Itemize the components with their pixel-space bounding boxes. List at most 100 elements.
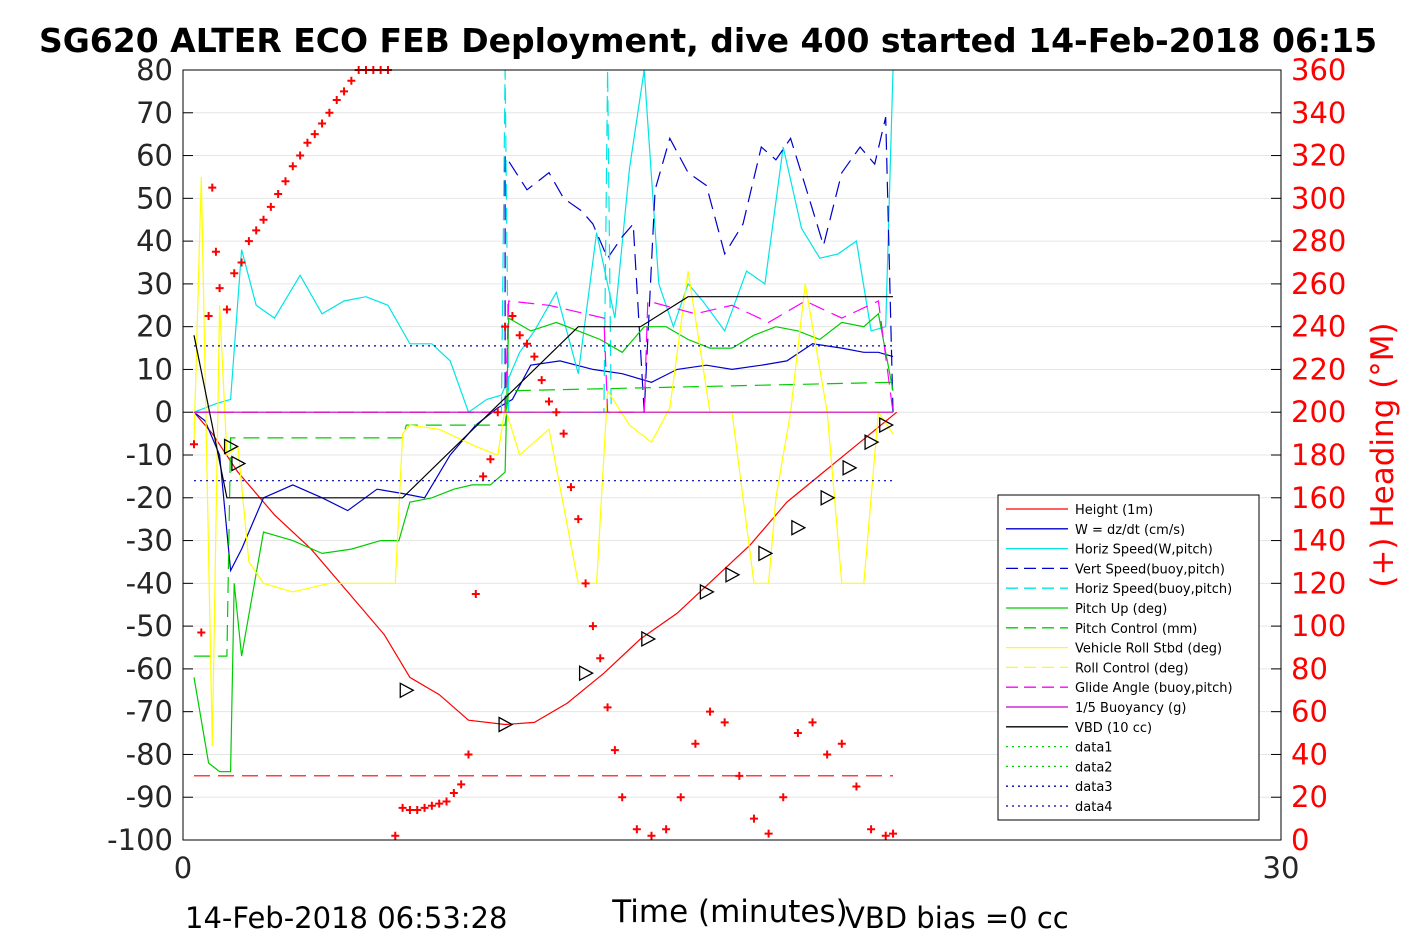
y-right-tick-label: 300	[1291, 181, 1346, 215]
heading-point	[618, 793, 627, 802]
y-tick-label: 60	[136, 139, 173, 173]
heading-point	[530, 352, 539, 361]
heading-point	[230, 269, 239, 278]
y-right-tick-label: 20	[1291, 780, 1328, 814]
heading-point	[340, 87, 349, 96]
x-tick-label: 30	[1263, 851, 1300, 885]
legend-entry-label: data2	[1075, 760, 1113, 775]
heading-point	[552, 408, 561, 417]
y-axis-right-label: (+) Heading (°M)	[1365, 322, 1401, 587]
y-tick-label: -90	[126, 780, 173, 814]
triangle-marker	[758, 545, 774, 562]
heading-point	[574, 515, 583, 524]
heading-point	[523, 339, 532, 348]
heading-point	[837, 739, 846, 748]
footer-vbd-bias: VBD bias =0 cc	[845, 901, 1069, 935]
heading-point	[222, 305, 231, 314]
heading-point	[457, 780, 466, 789]
heading-point	[632, 825, 641, 834]
triangle-marker	[578, 665, 594, 682]
y-axis-right: 3603403203002802602402202001801601401201…	[1271, 53, 1346, 857]
heading-point	[486, 455, 495, 464]
y-tick-label: 80	[136, 53, 173, 87]
heading-point	[537, 376, 546, 385]
heading-point	[244, 237, 253, 246]
triangle-marker	[820, 489, 836, 506]
heading-point	[647, 831, 656, 840]
y-tick-label: -80	[126, 737, 173, 771]
legend-entry-label: Roll Control (deg)	[1075, 661, 1189, 676]
y-tick-label: -100	[107, 823, 173, 857]
heading-point	[610, 746, 619, 755]
heading-point	[303, 138, 312, 147]
y-tick-label: -50	[126, 609, 173, 643]
heading-point	[215, 284, 224, 293]
heading-point	[559, 429, 568, 438]
legend-entry-label: Vert Speed(buoy,pitch)	[1075, 562, 1225, 577]
heading-point	[749, 814, 758, 823]
y-tick-label: 0	[155, 395, 173, 429]
y-tick-label: -20	[126, 481, 173, 515]
heading-point	[479, 472, 488, 481]
heading-point	[288, 162, 297, 171]
heading-point	[318, 119, 327, 128]
y-right-tick-label: 220	[1291, 352, 1346, 386]
heading-point	[596, 654, 605, 663]
series-height-1m-	[193, 411, 898, 726]
legend-entry-label: Glide Angle (buoy,pitch)	[1075, 681, 1233, 696]
heading-point	[889, 829, 898, 838]
series-layer	[193, 69, 898, 777]
heading-point	[281, 177, 290, 186]
heading-point	[720, 718, 729, 727]
y-tick-label: -60	[126, 652, 173, 686]
heading-point	[764, 829, 773, 838]
heading-point	[405, 806, 414, 815]
y-right-tick-label: 200	[1291, 395, 1346, 429]
x-axis: 0 30	[174, 830, 1300, 885]
heading-point	[852, 782, 861, 791]
y-right-tick-label: 0	[1291, 823, 1309, 857]
heading-point	[508, 311, 517, 320]
heading-point	[325, 108, 334, 117]
x-tick-label: 0	[174, 851, 192, 885]
heading-point	[442, 797, 451, 806]
heading-point	[427, 801, 436, 810]
heading-point	[435, 799, 444, 808]
series-vbd-10-cc-	[193, 296, 893, 499]
legend-entry-label: Pitch Up (deg)	[1075, 602, 1167, 617]
heading-point	[735, 771, 744, 780]
y-tick-label: 70	[136, 96, 173, 130]
triangle-marker	[842, 459, 858, 476]
heading-point	[471, 590, 480, 599]
y-tick-label: 50	[136, 181, 173, 215]
triangle-marker	[864, 434, 880, 451]
y-tick-label: -30	[126, 524, 173, 558]
series-vehicle-roll-stbd-deg-	[193, 176, 894, 746]
triangle-marker	[725, 566, 741, 583]
legend-entry-label: Height (1m)	[1075, 503, 1153, 518]
heading-point	[676, 793, 685, 802]
heading-point	[691, 739, 700, 748]
heading-point	[252, 226, 261, 235]
heading-point	[211, 247, 220, 256]
heading-point	[259, 215, 268, 224]
heading-point	[588, 622, 597, 631]
heading-point	[449, 788, 458, 797]
heading-point	[310, 130, 319, 139]
heading-point	[808, 718, 817, 727]
heading-point	[189, 440, 198, 449]
y-right-tick-label: 280	[1291, 224, 1346, 258]
y-right-tick-label: 60	[1291, 695, 1328, 729]
legend-entry-label: Pitch Control (mm)	[1075, 622, 1197, 637]
legend-entry-label: W = dz/dt (cm/s)	[1075, 523, 1185, 538]
legend-entry-label: VBD (10 cc)	[1075, 721, 1152, 736]
heading-point	[332, 95, 341, 104]
heading-point	[501, 322, 510, 331]
y-right-tick-label: 320	[1291, 139, 1346, 173]
heading-point	[237, 258, 246, 267]
y-right-tick-label: 120	[1291, 566, 1346, 600]
triangle-marker	[699, 583, 715, 600]
heading-point	[398, 803, 407, 812]
heading-point	[867, 825, 876, 834]
